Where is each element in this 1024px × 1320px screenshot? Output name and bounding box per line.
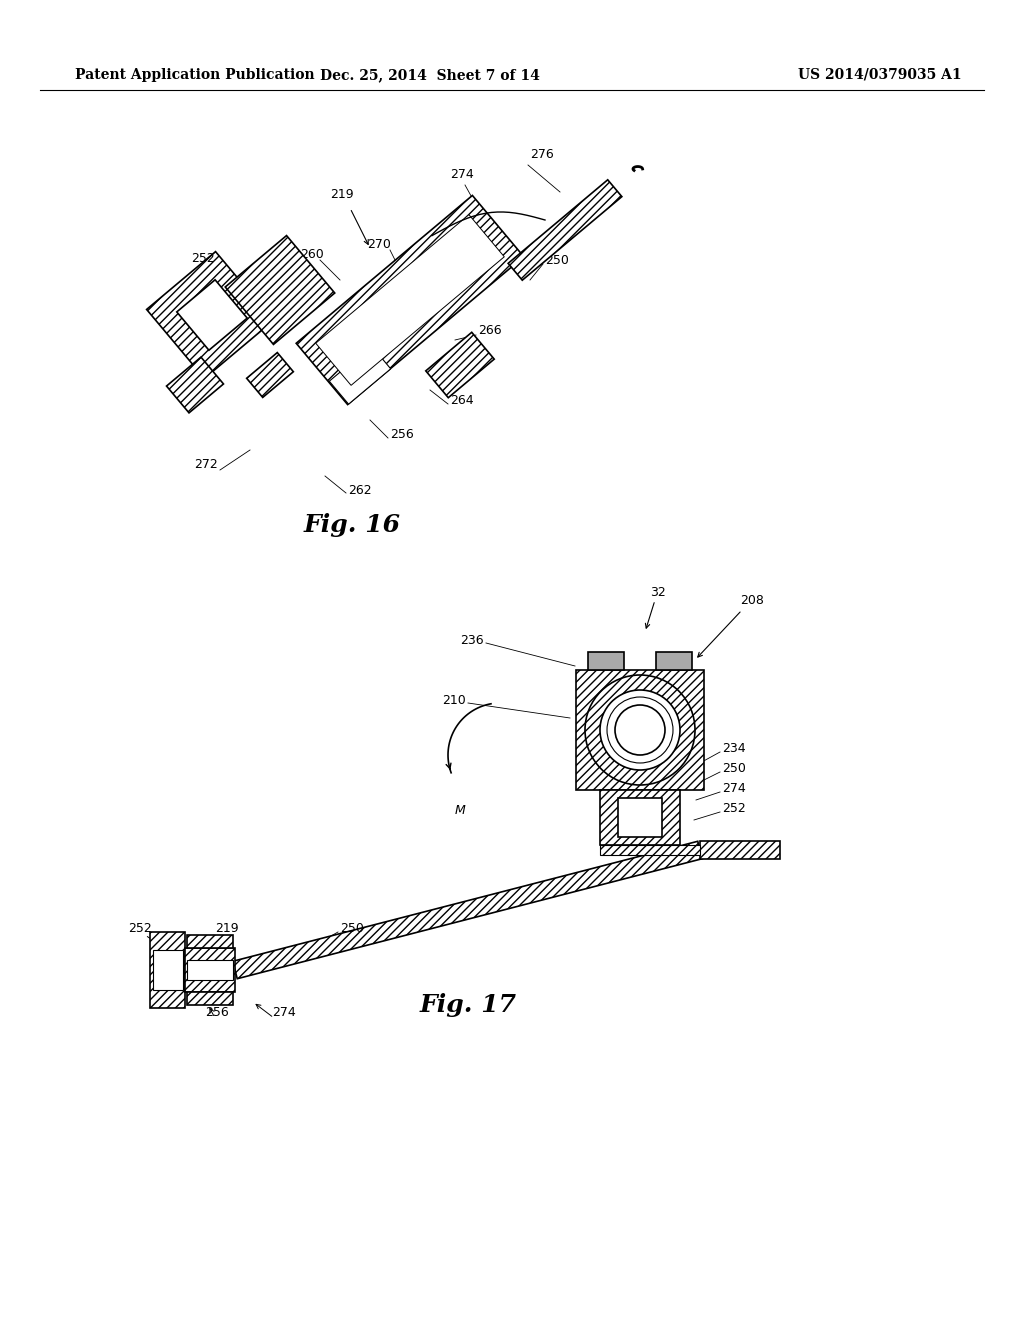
Polygon shape bbox=[187, 960, 233, 979]
Circle shape bbox=[585, 675, 695, 785]
Text: 250: 250 bbox=[722, 762, 745, 775]
Text: Dec. 25, 2014  Sheet 7 of 14: Dec. 25, 2014 Sheet 7 of 14 bbox=[321, 69, 540, 82]
Text: 250: 250 bbox=[545, 253, 569, 267]
Polygon shape bbox=[146, 252, 273, 379]
Text: 32: 32 bbox=[650, 586, 666, 598]
Text: 260: 260 bbox=[300, 248, 324, 261]
Polygon shape bbox=[588, 652, 624, 671]
Text: 276: 276 bbox=[530, 149, 554, 161]
Polygon shape bbox=[153, 950, 183, 990]
Polygon shape bbox=[187, 993, 233, 1005]
Text: 266: 266 bbox=[478, 323, 502, 337]
Polygon shape bbox=[330, 346, 391, 404]
Polygon shape bbox=[150, 932, 185, 1008]
Text: Fig. 16: Fig. 16 bbox=[303, 513, 400, 537]
Text: 262: 262 bbox=[348, 483, 372, 496]
Text: 219: 219 bbox=[215, 921, 239, 935]
Polygon shape bbox=[296, 195, 524, 404]
Text: 252: 252 bbox=[128, 921, 152, 935]
Polygon shape bbox=[247, 352, 293, 397]
Text: 236: 236 bbox=[461, 634, 484, 647]
Polygon shape bbox=[426, 333, 495, 397]
Polygon shape bbox=[508, 180, 622, 280]
Text: 219: 219 bbox=[330, 189, 353, 202]
Text: 256: 256 bbox=[390, 429, 414, 441]
Polygon shape bbox=[656, 652, 692, 671]
Circle shape bbox=[607, 697, 673, 763]
Polygon shape bbox=[185, 948, 234, 993]
Text: 210: 210 bbox=[442, 693, 466, 706]
Text: 234: 234 bbox=[722, 742, 745, 755]
Text: Patent Application Publication: Patent Application Publication bbox=[75, 69, 314, 82]
Text: 252: 252 bbox=[191, 252, 215, 264]
Polygon shape bbox=[232, 841, 702, 978]
Polygon shape bbox=[177, 280, 247, 350]
Polygon shape bbox=[315, 215, 504, 385]
Text: Fig. 17: Fig. 17 bbox=[420, 993, 516, 1016]
Text: 252: 252 bbox=[722, 801, 745, 814]
Polygon shape bbox=[618, 799, 662, 837]
Polygon shape bbox=[167, 358, 223, 413]
Polygon shape bbox=[700, 841, 780, 859]
Text: 256: 256 bbox=[205, 1006, 228, 1019]
Text: 270: 270 bbox=[367, 239, 391, 252]
Text: 250: 250 bbox=[340, 921, 364, 935]
Polygon shape bbox=[600, 789, 680, 845]
Polygon shape bbox=[600, 845, 700, 855]
Polygon shape bbox=[225, 235, 335, 345]
Text: 274: 274 bbox=[272, 1006, 296, 1019]
Text: 208: 208 bbox=[740, 594, 764, 606]
Circle shape bbox=[615, 705, 665, 755]
Text: US 2014/0379035 A1: US 2014/0379035 A1 bbox=[798, 69, 962, 82]
Polygon shape bbox=[187, 935, 233, 948]
Polygon shape bbox=[575, 671, 705, 789]
Text: 274: 274 bbox=[450, 169, 474, 181]
Text: 272: 272 bbox=[195, 458, 218, 471]
Text: M: M bbox=[455, 804, 465, 817]
Circle shape bbox=[600, 690, 680, 770]
Text: 264: 264 bbox=[450, 393, 474, 407]
Text: 274: 274 bbox=[722, 781, 745, 795]
